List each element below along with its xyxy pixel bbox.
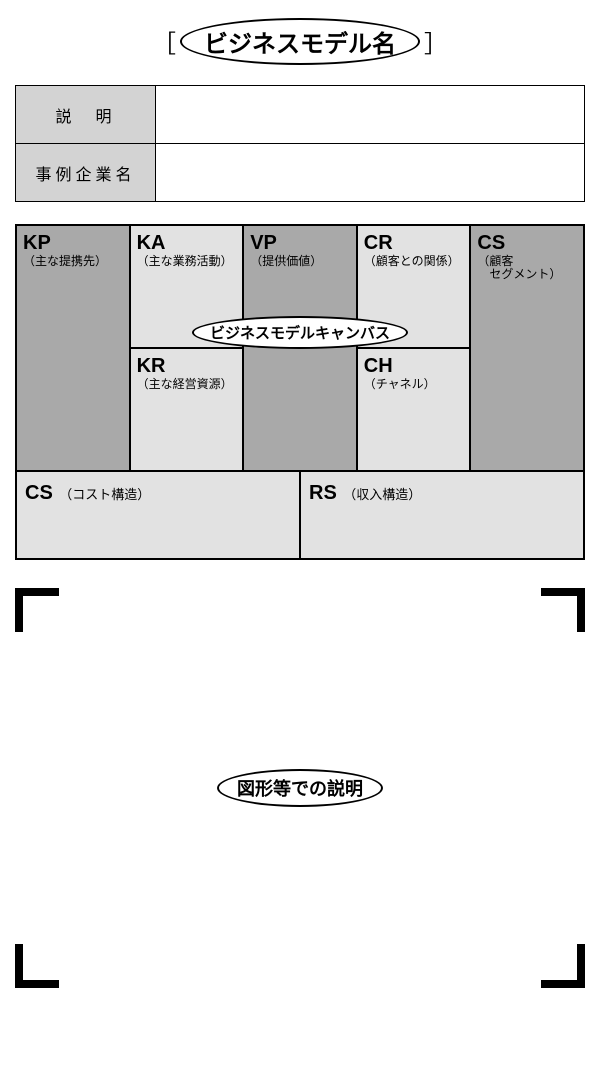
cell-cost-structure: CS （コスト構造） [17, 472, 301, 558]
corner-bottom-right [541, 944, 585, 988]
cell-code: CS [25, 482, 53, 504]
canvas-overlay-label: ビジネスモデルキャンバス [192, 316, 408, 349]
cell-code: RS [309, 482, 337, 504]
business-model-canvas: KP （主な提携先） KA （主な業務活動） KR （主な経営資源） VP [15, 224, 585, 560]
cell-kr: KR （主な経営資源） [131, 349, 243, 470]
table-row: 事例企業名 [16, 144, 585, 202]
canvas-col-cs: CS （顧客 セグメント） [471, 226, 583, 470]
cell-code: CR [364, 232, 464, 255]
cell-code: KA [137, 232, 237, 255]
canvas-top-row: KP （主な提携先） KA （主な業務活動） KR （主な経営資源） VP [17, 226, 583, 472]
corner-bottom-left [15, 944, 59, 988]
page-title: ［ビジネスモデル名］ [15, 18, 585, 65]
row-value-company [156, 144, 585, 202]
canvas-col-kp: KP （主な提携先） [17, 226, 131, 470]
cell-code: KR [137, 355, 237, 378]
info-table: 説 明 事例企業名 [15, 85, 585, 202]
canvas-bottom-row: CS （コスト構造） RS （収入構造） [17, 472, 583, 558]
row-header-company: 事例企業名 [16, 144, 156, 202]
cell-code: CH [364, 355, 464, 378]
cell-sub: （コスト構造） [59, 487, 150, 502]
table-row: 説 明 [16, 86, 585, 144]
cell-code: CS [477, 232, 577, 255]
row-header-description: 説 明 [16, 86, 156, 144]
cell-sub: （主な提携先） [23, 255, 123, 268]
cell-revenue-structure: RS （収入構造） [301, 472, 583, 558]
diagram-placeholder-box: 図形等での説明 [15, 588, 585, 988]
cell-kp: KP （主な提携先） [17, 226, 129, 470]
cell-ch: CH （チャネル） [358, 349, 470, 470]
title-ellipse: ビジネスモデル名 [180, 18, 420, 65]
cell-sub: （収入構造） [343, 487, 421, 502]
row-value-description [156, 86, 585, 144]
cell-sub: （主な業務活動） [137, 255, 237, 268]
diagram-placeholder-label: 図形等での説明 [217, 769, 383, 807]
canvas-col-cr-ch: CR （顧客との関係） CH （チャネル） [358, 226, 472, 470]
cell-sub: （主な経営資源） [137, 378, 237, 391]
corner-top-left [15, 588, 59, 632]
bracket-left: ［ [148, 31, 180, 58]
cell-sub: （顧客との関係） [364, 255, 464, 268]
cell-code: VP [250, 232, 350, 255]
corner-top-right [541, 588, 585, 632]
bracket-right: ］ [420, 31, 452, 58]
cell-code: KP [23, 232, 123, 255]
cell-sub: （提供価値） [250, 255, 350, 268]
cell-sub: （チャネル） [364, 378, 464, 391]
cell-cs: CS （顧客 セグメント） [471, 226, 583, 470]
canvas-col-ka-kr: KA （主な業務活動） KR （主な経営資源） [131, 226, 245, 470]
cell-sub: （顧客 セグメント） [477, 255, 577, 281]
